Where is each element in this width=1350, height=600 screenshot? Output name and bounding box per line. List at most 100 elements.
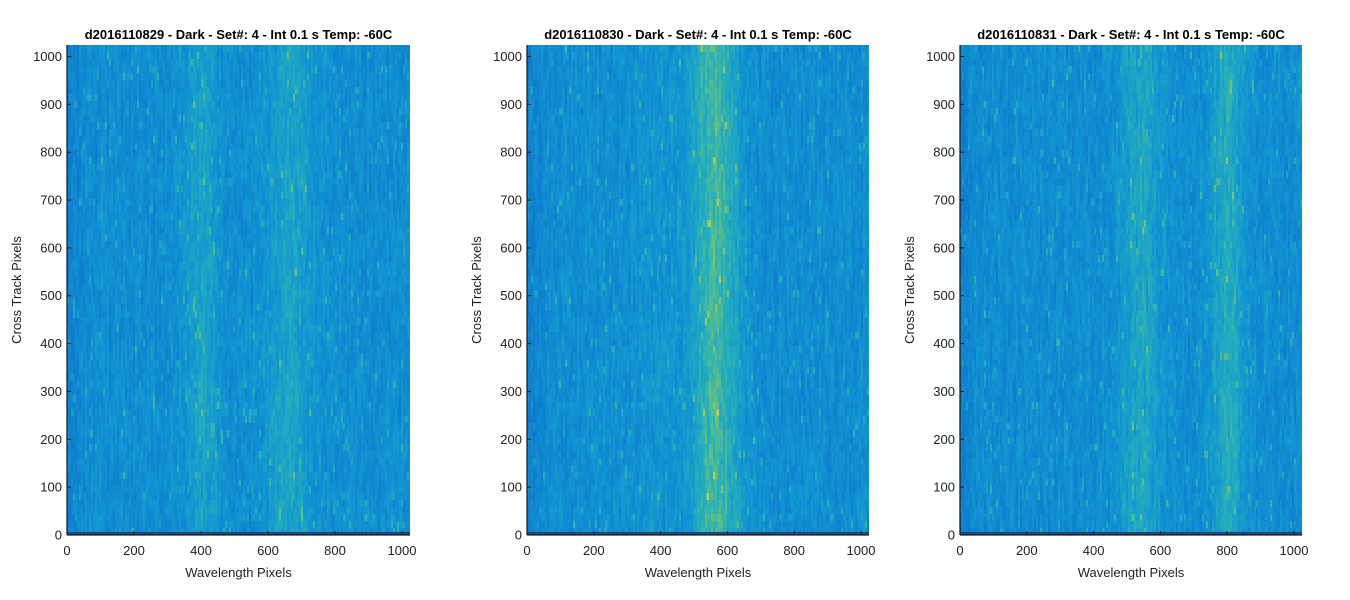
heatmap-cell [83,269,86,277]
heatmap-cell [149,136,152,144]
heatmap-cell [111,500,114,508]
heatmap-cell [173,318,176,326]
heatmap-cell [169,150,172,158]
heatmap-cell [93,241,96,249]
heatmap-cell [169,129,172,137]
heatmap-cell [129,402,132,410]
heatmap-cell [69,269,72,277]
heatmap-cell [161,472,164,480]
heatmap-cell [179,444,182,452]
heatmap-cell [183,423,186,431]
heatmap-cell [139,269,142,277]
heatmap-cell [183,402,186,410]
heatmap-cell [119,395,122,403]
heatmap-cell [167,241,170,249]
heatmap-cell [161,311,164,319]
heatmap-cell [151,339,154,347]
heatmap-cell [193,192,196,200]
heatmap-cell [87,108,90,116]
heatmap-cell [195,395,198,403]
heatmap-cell [141,360,144,368]
heatmap-cell [157,164,160,172]
heatmap-cell [97,430,100,438]
heatmap-cell [129,409,132,417]
heatmap-cell [155,486,158,494]
heatmap-cell [201,311,204,319]
heatmap-cell [133,129,136,137]
heatmap-cell [137,164,140,172]
heatmap-cell [155,185,158,193]
heatmap-cell [147,241,150,249]
heatmap-cell [115,115,118,123]
heatmap-cell [143,374,146,382]
heatmap-cell [69,514,72,522]
heatmap-cell [113,451,116,459]
heatmap-cell [107,45,110,53]
heatmap-cell [139,332,142,340]
heatmap-cell [139,367,142,375]
heatmap-cell [103,486,106,494]
heatmap-cell [79,528,82,535]
heatmap-cell [133,220,136,228]
heatmap-cell [191,241,194,249]
heatmap-cell [183,528,186,535]
heatmap-cell [75,409,78,417]
heatmap-cell [75,472,78,480]
heatmap-cell [115,388,118,396]
heatmap-cell [145,45,148,53]
heatmap-cell [187,311,190,319]
heatmap-cell [201,66,204,74]
heatmap-cell [77,493,80,501]
heatmap-cell [145,332,148,340]
heatmap-cell [167,500,170,508]
heatmap-cell [123,199,126,207]
heatmap-cell [113,150,116,158]
heatmap-cell [149,45,152,53]
heatmap-cell [105,283,108,291]
heatmap-cell [185,297,188,305]
heatmap-cell [103,101,106,109]
heatmap-cell [159,465,162,473]
heatmap-cell [79,353,82,361]
heatmap-cell [101,297,104,305]
heatmap-cell [75,171,78,179]
heatmap-cell [91,388,94,396]
heatmap-cell [151,262,154,270]
heatmap-cell [207,255,210,263]
heatmap-cell [201,192,204,200]
heatmap-cell [147,87,150,95]
heatmap-cell [145,94,148,102]
heatmap-cell [69,157,72,165]
heatmap-cell [79,388,82,396]
heatmap-cell [97,388,100,396]
heatmap-cell [169,367,172,375]
heatmap-cell [161,381,164,389]
heatmap-cell [97,157,100,165]
heatmap-cell [155,318,158,326]
heatmap-cell [69,115,72,123]
heatmap-cell [167,206,170,214]
heatmap-cell [97,332,100,340]
heatmap-cell [87,199,90,207]
heatmap-cell [103,528,106,535]
heatmap-cell [69,234,72,242]
heatmap-cell [121,297,124,305]
heatmap-cell [91,171,94,179]
heatmap-cell [79,66,82,74]
heatmap-cell [95,388,98,396]
heatmap-cell [205,136,208,144]
heatmap-cell [153,52,156,60]
heatmap-cell [195,129,198,137]
heatmap-cell [187,416,190,424]
heatmap-cell [191,353,194,361]
heatmap-cell [161,220,164,228]
heatmap-cell [153,276,156,284]
heatmap-cell [133,479,136,487]
heatmap-cell [99,213,102,221]
heatmap-cell [173,528,176,535]
heatmap-cell [151,115,154,123]
heatmap-cell [197,52,200,60]
heatmap-cell [187,514,190,522]
heatmap-cell [81,353,84,361]
heatmap-cell [199,297,202,305]
